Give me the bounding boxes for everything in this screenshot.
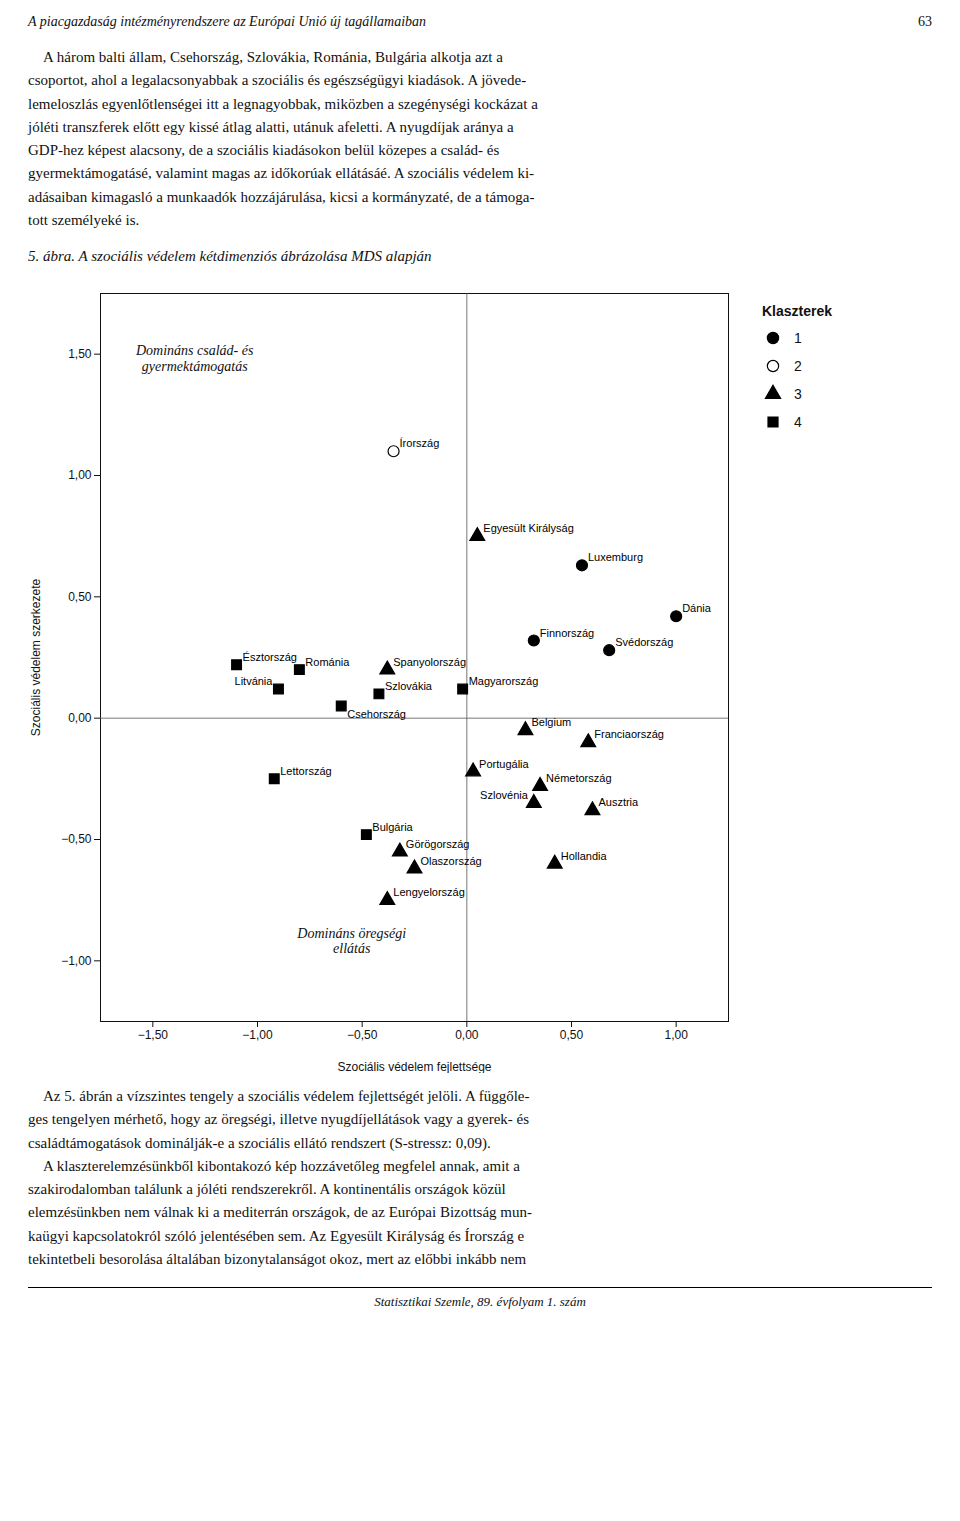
svg-text:Szociális védelem szerkezete: Szociális védelem szerkezete: [29, 578, 43, 736]
svg-text:Finnország: Finnország: [540, 627, 594, 639]
svg-text:Szlovákia: Szlovákia: [385, 680, 433, 692]
html-text:1: 1: [794, 330, 802, 346]
svg-text:Egyesült Királyság: Egyesült Királyság: [483, 522, 574, 534]
svg-text:Szlovénia: Szlovénia: [480, 789, 529, 801]
svg-text:Litvánia: Litvánia: [235, 675, 274, 687]
svg-text:Írország: Írország: [400, 437, 440, 449]
svg-text:Domináns család- ésgyermektámo: Domináns család- ésgyermektámogatás: [135, 343, 254, 373]
svg-text:Németország: Németország: [546, 772, 611, 784]
svg-text:1,50: 1,50: [68, 347, 92, 361]
svg-text:−0,50: −0,50: [61, 832, 92, 846]
svg-text:Franciaország: Franciaország: [594, 728, 664, 740]
svg-text:Csehország: Csehország: [347, 708, 406, 720]
svg-text:1,00: 1,00: [68, 468, 92, 482]
svg-text:−1,00: −1,00: [61, 954, 92, 968]
svg-text:0,00: 0,00: [68, 711, 92, 725]
svg-text:Ausztria: Ausztria: [598, 796, 639, 808]
svg-text:Szociális védelem fejlettsége: Szociális védelem fejlettsége: [337, 1060, 491, 1074]
svg-text:Olaszország: Olaszország: [421, 855, 482, 867]
svg-text:Dánia: Dánia: [682, 602, 712, 614]
svg-text:Lettország: Lettország: [280, 765, 331, 777]
html-text:2: 2: [794, 358, 802, 374]
html-text:5. ábra. A szociális védelem k: 5. ábra. A szociális védelem kétdimenzió…: [28, 248, 432, 264]
svg-text:Bulgária: Bulgária: [372, 821, 413, 833]
svg-text:0,50: 0,50: [560, 1028, 584, 1042]
svg-text:Románia: Románia: [305, 656, 350, 668]
svg-text:1,00: 1,00: [664, 1028, 688, 1042]
svg-text:−1,50: −1,50: [138, 1028, 169, 1042]
html-text:Az 5. ábrán a vízszintes tenge: Az 5. ábrán a vízszintes tengely a szoci…: [28, 1088, 532, 1267]
svg-text:Görögország: Görögország: [406, 838, 470, 850]
html-text:3: 3: [794, 386, 802, 402]
svg-text:Domináns öregségiellátás: Domináns öregségiellátás: [296, 926, 406, 956]
svg-text:Észtország: Észtország: [243, 651, 297, 663]
svg-text:Luxemburg: Luxemburg: [588, 551, 643, 563]
svg-text:−0,50: −0,50: [347, 1028, 378, 1042]
svg-text:0,00: 0,00: [455, 1028, 479, 1042]
svg-text:Spanyolország: Spanyolország: [393, 656, 466, 668]
svg-text:Svédország: Svédország: [615, 636, 673, 648]
html-text:Statisztikai Szemle, 89. évfol: Statisztikai Szemle, 89. évfolyam 1. szá…: [374, 1294, 586, 1309]
svg-text:0,50: 0,50: [68, 590, 92, 604]
svg-text:Portugália: Portugália: [479, 758, 529, 770]
html-text:63: 63: [918, 14, 932, 29]
svg-text:Hollandia: Hollandia: [561, 850, 608, 862]
svg-text:Belgium: Belgium: [531, 716, 571, 728]
svg-text:Magyarország: Magyarország: [469, 675, 539, 687]
html-text:A piacgazdaság intézményrendsz: A piacgazdaság intézményrendszere az Eur…: [28, 14, 427, 29]
svg-text:−1,00: −1,00: [242, 1028, 273, 1042]
html-text:4: 4: [794, 414, 802, 430]
html-text:Klaszterek: Klaszterek: [762, 303, 832, 319]
svg-text:Lengyelország: Lengyelország: [393, 886, 465, 898]
html-text:A három balti állam, Csehorszá: A három balti állam, Csehország, Szlovák…: [28, 49, 538, 228]
